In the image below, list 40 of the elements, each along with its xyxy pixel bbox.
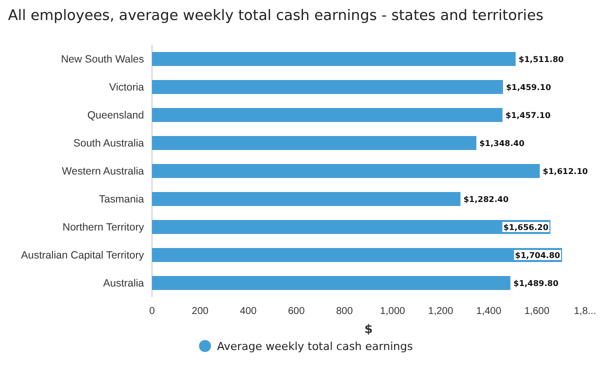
bar: [152, 276, 510, 290]
bar: [152, 164, 540, 178]
data-label: $1,704.80: [515, 251, 561, 260]
data-label: $1,656.20: [503, 223, 549, 232]
x-axis-title: $: [364, 322, 373, 336]
bar: [152, 52, 516, 66]
data-label: $1,489.80: [513, 279, 559, 288]
data-label: $1,459.10: [506, 83, 552, 92]
data-label: $1,348.40: [479, 139, 525, 148]
bar: [152, 248, 562, 262]
x-tick-label: 600: [288, 306, 306, 318]
y-tick-label: Victoria: [109, 81, 144, 94]
x-tick-label: 1,200: [428, 306, 454, 318]
y-tick-label: Tasmania: [99, 193, 144, 206]
y-tick-label: Western Australia: [62, 165, 144, 178]
x-tick-label: 0: [149, 306, 156, 318]
y-tick-label: Australian Capital Territory: [21, 249, 145, 262]
y-tick-label: Northern Territory: [62, 221, 145, 234]
data-label: $1,511.80: [518, 55, 564, 64]
x-tick-label: 1,8...: [574, 306, 596, 318]
bar: [152, 220, 550, 234]
x-tick-label: 1,600: [524, 306, 550, 318]
x-tick-label: 1,400: [476, 306, 502, 318]
y-tick-label: Queensland: [87, 109, 144, 122]
bar: [152, 80, 503, 94]
data-label: $1,457.10: [506, 111, 551, 120]
data-label: $1,282.40: [463, 195, 509, 204]
x-tick-label: 800: [336, 306, 354, 318]
bar: [152, 192, 460, 206]
legend-label: Average weekly total cash earnings: [217, 340, 414, 353]
y-tick-label: Australia: [103, 277, 144, 290]
bar: [152, 136, 476, 150]
y-tick-label: New South Wales: [60, 53, 144, 66]
bar: [152, 108, 503, 122]
chart-title: All employees, average weekly total cash earnings - states and territories: [8, 8, 544, 24]
x-tick-label: 400: [240, 306, 257, 318]
y-tick-label: South Australia: [73, 137, 144, 150]
x-tick-label: 1,000: [380, 306, 406, 318]
data-label: $1,612.10: [542, 167, 588, 176]
x-tick-label: 200: [192, 306, 209, 318]
